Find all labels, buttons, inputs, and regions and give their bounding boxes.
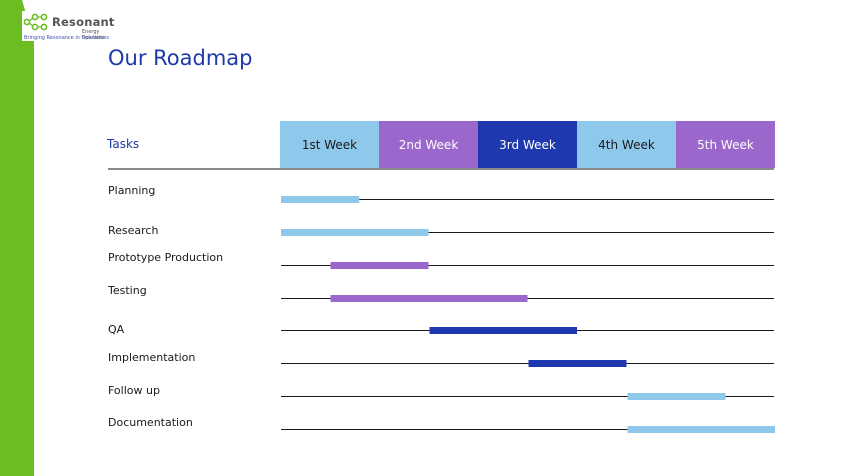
green-side-band [0,0,34,476]
task-label: Follow up [108,384,160,397]
task-bar [528,360,627,367]
task-label: Documentation [108,416,193,429]
company-logo: Resonant Energy Solutions Bringing Reson… [22,11,120,41]
task-label: QA [108,323,125,336]
task-label: Research [108,224,159,237]
tasks-column-header: Tasks [107,137,140,151]
logo-brand-name: Resonant [52,15,115,29]
task-bar [330,295,528,302]
task-label: Prototype Production [108,251,224,264]
task-bar [330,262,429,269]
week-header-5: 5th Week [676,121,775,168]
task-bar [281,229,429,236]
header-divider [108,168,774,170]
week-header-2: 2nd Week [379,121,478,168]
molecule-logo-icon [23,13,48,31]
week-header-3: 3rd Week [478,121,577,168]
page-title: Our Roadmap [108,46,253,70]
task-label: Planning [108,184,156,197]
task-bar [627,426,775,433]
task-label: Implementation [108,351,196,364]
task-label: Testing [108,284,147,297]
task-bar [281,196,360,203]
week-header-4: 4th Week [577,121,676,168]
task-bar [429,327,577,334]
task-bar [627,393,726,400]
logo-tagline: Bringing Resonance in Operations [24,35,109,41]
logo-brand-subtitle: Energy Solutions [82,29,105,41]
week-header-1: 1st Week [280,121,379,168]
